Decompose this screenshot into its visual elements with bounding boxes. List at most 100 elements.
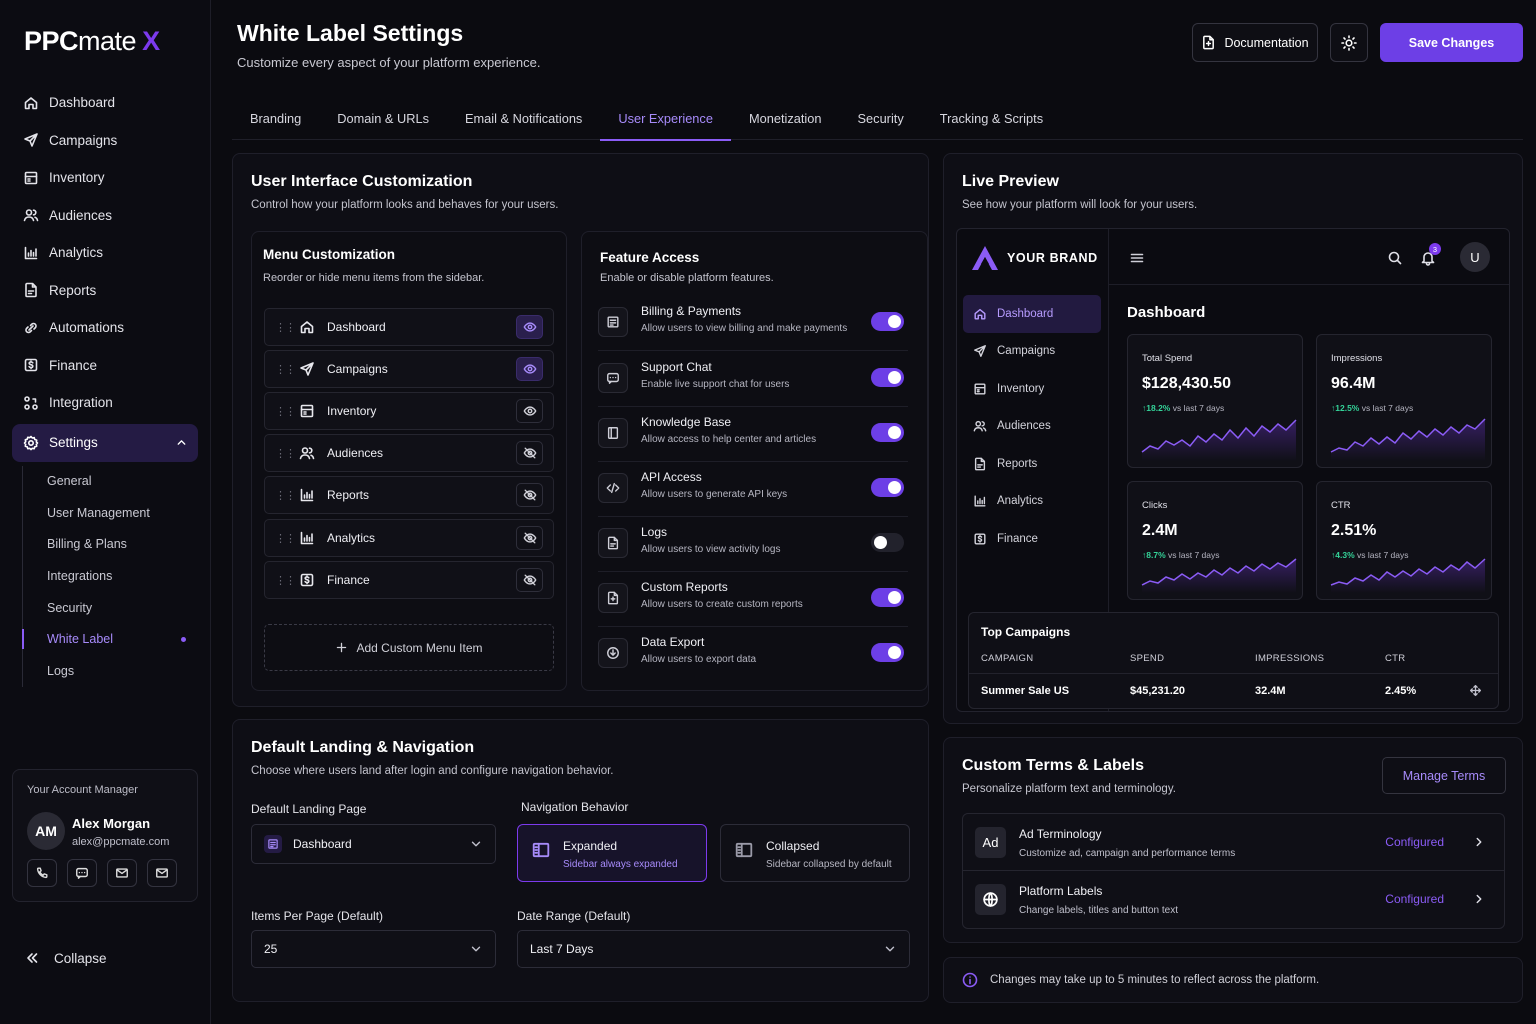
sidebar-item-finance[interactable]: Finance [12, 347, 198, 385]
preview-nav-finance[interactable]: Finance [963, 520, 1101, 558]
visibility-toggle[interactable] [516, 399, 543, 423]
tab-domain-urls[interactable]: Domain & URLs [337, 110, 429, 126]
nav-option-collapsed[interactable]: Collapsed Sidebar collapsed by default [720, 824, 910, 882]
drag-handle-icon[interactable]: ⋮⋮ [275, 532, 296, 545]
visibility-toggle[interactable] [516, 357, 543, 381]
analytics-icon [299, 530, 315, 546]
info-notice-text: Changes may take up to 5 minutes to refl… [990, 974, 1320, 986]
move-icon[interactable] [1469, 684, 1482, 697]
sidebar-item-analytics[interactable]: Analytics [12, 234, 198, 272]
menu-row-finance[interactable]: ⋮⋮ Finance [264, 561, 554, 599]
drag-handle-icon[interactable]: ⋮⋮ [275, 363, 296, 376]
email-button[interactable] [107, 859, 137, 887]
message-button[interactable] [147, 859, 177, 887]
feature-toggle[interactable] [871, 588, 904, 607]
term-ad-terminology[interactable]: Ad Ad Terminology Customize ad, campaign… [962, 813, 1505, 871]
feature-title: Data Export [641, 635, 705, 649]
drag-handle-icon[interactable]: ⋮⋮ [275, 321, 296, 334]
landing-page-select[interactable]: Dashboard [251, 824, 496, 864]
table-cell-impressions: 32.4M [1255, 685, 1286, 697]
menu-row-label: Finance [327, 573, 370, 587]
submenu-item-general[interactable]: General [47, 474, 92, 489]
feature-toggle[interactable] [871, 312, 904, 331]
sidebar-item-automations[interactable]: Automations [12, 309, 198, 347]
term-platform-labels[interactable]: Platform Labels Change labels, titles an… [962, 870, 1505, 929]
submenu-item-billing-plans[interactable]: Billing & Plans [47, 537, 127, 552]
menu-row-label: Reports [327, 488, 370, 502]
sidebar-item-campaigns[interactable]: Campaigns [12, 122, 198, 160]
feature-toggle[interactable] [871, 368, 904, 387]
nav-option-expanded[interactable]: Expanded Sidebar always expanded [517, 824, 707, 882]
add-custom-menu-item-button[interactable]: Add Custom Menu Item [264, 624, 554, 671]
user-avatar[interactable]: U [1460, 242, 1490, 272]
sparkline [1330, 558, 1486, 593]
submenu-item-white-label[interactable]: White Label [22, 623, 198, 655]
submenu-item-integrations[interactable]: Integrations [47, 569, 113, 584]
feature-access-subtitle: Enable or disable platform features. [600, 272, 774, 284]
top-campaigns-title: Top Campaigns [981, 625, 1071, 639]
sparkline [1141, 419, 1297, 461]
tab-tracking-scripts[interactable]: Tracking & Scripts [939, 110, 1044, 126]
menu-row-dashboard[interactable]: ⋮⋮ Dashboard [264, 308, 554, 346]
preview-nav-reports[interactable]: Reports [963, 445, 1101, 483]
tab-user-experience[interactable]: User Experience [600, 96, 731, 141]
submenu-item-security[interactable]: Security [47, 600, 93, 615]
preview-brand-name: YOUR BRAND [1007, 251, 1098, 265]
manage-terms-button[interactable]: Manage Terms [1382, 757, 1506, 794]
collapse-sidebar-button[interactable]: Collapse [24, 950, 107, 966]
submenu-item-user-management[interactable]: User Management [47, 505, 150, 520]
menu-row-reports[interactable]: ⋮⋮ Reports [264, 476, 554, 514]
preview-nav-dashboard[interactable]: Dashboard [963, 295, 1101, 333]
theme-toggle-button[interactable] [1330, 23, 1368, 62]
chat-button[interactable] [67, 859, 97, 887]
custom-terms-title: Custom Terms & Labels [962, 757, 1144, 774]
tab-branding[interactable]: Branding [250, 110, 302, 126]
feature-toggle[interactable] [871, 533, 904, 552]
feature-toggle[interactable] [871, 643, 904, 662]
search-icon[interactable] [1387, 250, 1403, 266]
menu-row-audiences[interactable]: ⋮⋮ Audiences [264, 434, 554, 472]
documentation-label: Documentation [1224, 35, 1309, 50]
drag-handle-icon[interactable]: ⋮⋮ [275, 574, 296, 587]
brand-logo[interactable]: PPC mate X [24, 26, 160, 57]
tab-email-notifications[interactable]: Email & Notifications [464, 110, 583, 126]
sidebar-item-dashboard[interactable]: Dashboard [12, 84, 198, 122]
finance-icon [299, 572, 315, 588]
visibility-toggle[interactable] [516, 441, 543, 465]
sidebar-item-settings[interactable]: Settings [12, 423, 198, 462]
tab-security[interactable]: Security [857, 110, 904, 126]
preview-nav-audiences[interactable]: Audiences [963, 408, 1101, 446]
drag-handle-icon[interactable]: ⋮⋮ [275, 489, 296, 502]
sidebar-item-reports[interactable]: Reports [12, 272, 198, 310]
tab-monetization[interactable]: Monetization [748, 110, 822, 126]
preview-nav-inventory[interactable]: Inventory [963, 370, 1101, 408]
sidebar-item-integration[interactable]: Integration [12, 384, 198, 422]
menu-row-inventory[interactable]: ⋮⋮ Inventory [264, 392, 554, 430]
ui-customization-card: User Interface Customization Control how… [232, 153, 929, 707]
menu-row-analytics[interactable]: ⋮⋮ Analytics [264, 519, 554, 557]
sidebar-item-inventory[interactable]: Inventory [12, 159, 198, 197]
drag-handle-icon[interactable]: ⋮⋮ [275, 405, 296, 418]
integration-icon [23, 395, 39, 411]
date-range-select[interactable]: Last 7 Days [517, 930, 910, 968]
drag-handle-icon[interactable]: ⋮⋮ [275, 447, 296, 460]
visibility-toggle[interactable] [516, 568, 543, 592]
feature-toggle[interactable] [871, 423, 904, 442]
feature-toggle[interactable] [871, 478, 904, 497]
preview-nav-campaigns[interactable]: Campaigns [963, 333, 1101, 371]
documentation-button[interactable]: Documentation [1192, 23, 1318, 62]
items-per-page-select[interactable]: 25 [251, 930, 496, 968]
menu-row-campaigns[interactable]: ⋮⋮ Campaigns [264, 350, 554, 388]
call-button[interactable] [27, 859, 57, 887]
sidebar-item-audiences[interactable]: Audiences [12, 197, 198, 235]
kpi-change: ↑8.7% vs last 7 days [1142, 550, 1220, 560]
visibility-toggle[interactable] [516, 483, 543, 507]
term-status: Configured [1385, 835, 1444, 849]
save-changes-button[interactable]: Save Changes [1380, 23, 1523, 62]
submenu-item-logs[interactable]: Logs [47, 663, 75, 678]
visibility-toggle[interactable] [516, 315, 543, 339]
chevron-down-icon [469, 837, 483, 851]
preview-nav-analytics[interactable]: Analytics [963, 483, 1101, 521]
visibility-toggle[interactable] [516, 526, 543, 550]
hamburger-menu-icon[interactable] [1129, 250, 1145, 266]
